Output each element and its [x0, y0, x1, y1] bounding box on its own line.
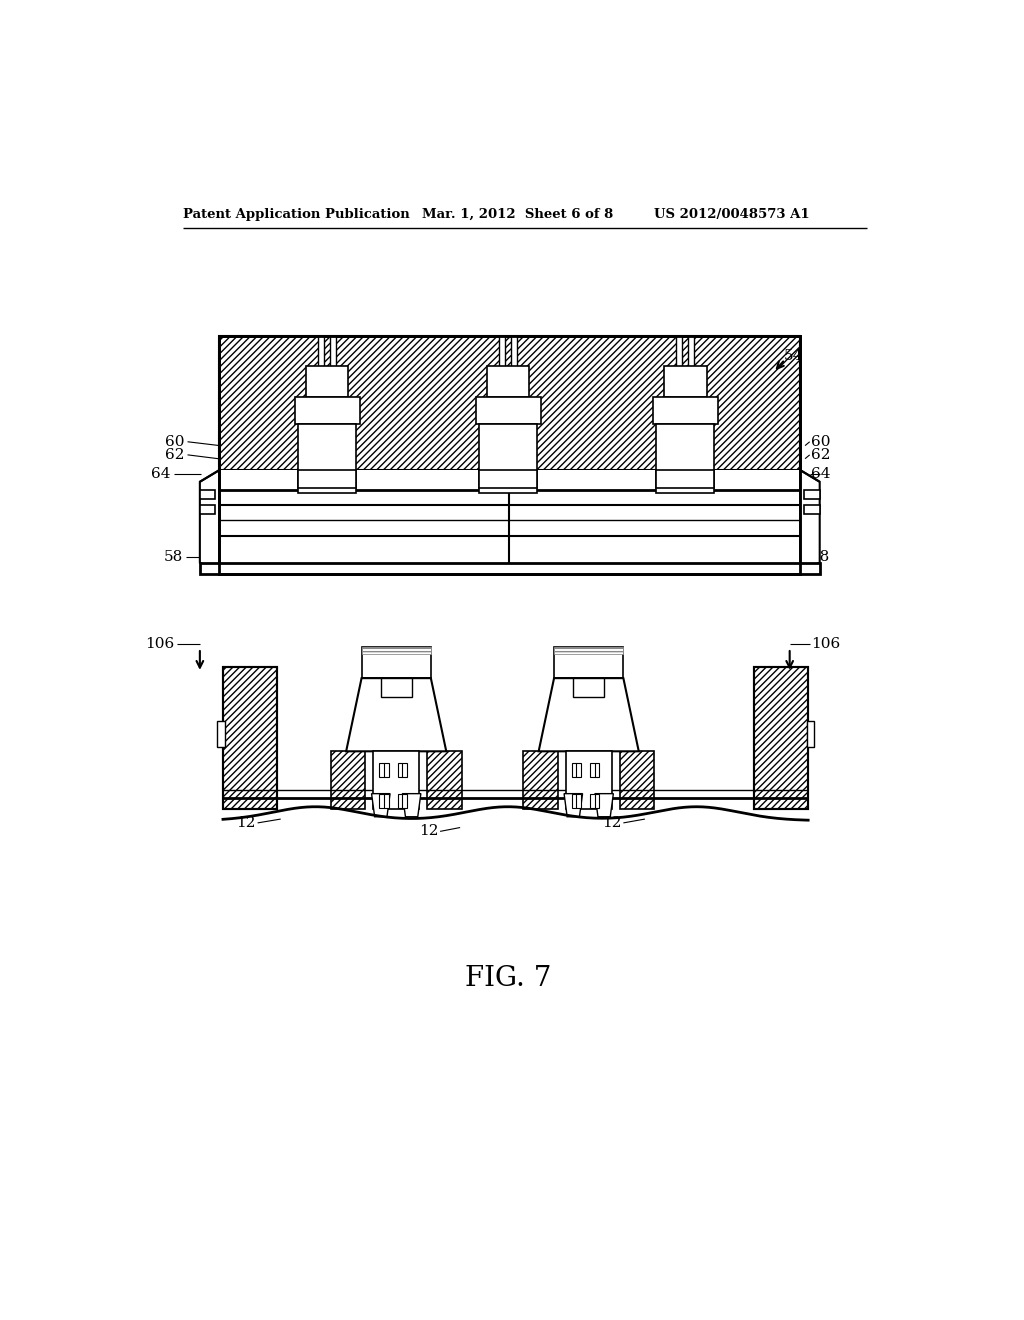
Bar: [200, 490, 215, 499]
Bar: [554, 647, 624, 653]
Text: 58: 58: [164, 550, 183, 564]
Bar: [219, 335, 801, 574]
Bar: [295, 397, 360, 424]
Bar: [373, 751, 419, 809]
Bar: [361, 647, 431, 653]
Bar: [499, 335, 505, 370]
Bar: [306, 367, 348, 397]
Text: 60: 60: [811, 434, 830, 449]
Bar: [511, 335, 517, 370]
Bar: [223, 667, 276, 809]
Bar: [804, 506, 819, 515]
Bar: [331, 751, 366, 809]
Text: Patent Application Publication: Patent Application Publication: [183, 209, 410, 222]
Bar: [381, 678, 412, 697]
Polygon shape: [346, 678, 446, 751]
Bar: [200, 470, 819, 574]
Bar: [478, 470, 538, 488]
Polygon shape: [223, 667, 276, 809]
Bar: [379, 793, 388, 808]
Text: 106: 106: [145, 636, 174, 651]
Bar: [479, 424, 538, 494]
Bar: [620, 751, 654, 809]
Text: 12: 12: [237, 816, 256, 830]
Text: 12: 12: [602, 816, 622, 830]
Polygon shape: [595, 793, 613, 817]
Bar: [676, 335, 682, 370]
Bar: [807, 721, 814, 747]
Polygon shape: [200, 470, 219, 574]
Bar: [755, 667, 808, 809]
Bar: [397, 793, 407, 808]
Bar: [379, 763, 388, 776]
Polygon shape: [755, 667, 808, 809]
Text: FIG. 7: FIG. 7: [465, 965, 551, 991]
Bar: [427, 751, 462, 809]
Bar: [665, 367, 707, 397]
Bar: [361, 647, 431, 678]
Text: Mar. 1, 2012  Sheet 6 of 8: Mar. 1, 2012 Sheet 6 of 8: [422, 209, 613, 222]
Bar: [219, 335, 801, 470]
Polygon shape: [539, 678, 639, 751]
Text: 64: 64: [152, 467, 171, 480]
Bar: [804, 490, 819, 499]
Bar: [590, 793, 599, 808]
Bar: [565, 751, 611, 809]
Bar: [219, 470, 801, 574]
Text: 60: 60: [165, 434, 184, 449]
Bar: [330, 335, 336, 370]
Bar: [298, 470, 356, 488]
Bar: [523, 751, 558, 809]
Polygon shape: [402, 793, 421, 817]
Polygon shape: [564, 793, 583, 817]
Text: US 2012/0048573 A1: US 2012/0048573 A1: [654, 209, 810, 222]
Bar: [217, 721, 224, 747]
Polygon shape: [372, 793, 390, 817]
Bar: [487, 367, 529, 397]
Polygon shape: [801, 470, 819, 574]
Bar: [219, 335, 801, 574]
Bar: [688, 335, 694, 370]
Text: 64: 64: [811, 467, 830, 480]
Text: 106: 106: [811, 636, 841, 651]
Bar: [200, 562, 819, 574]
Bar: [656, 424, 714, 494]
Bar: [200, 506, 215, 515]
Text: 62: 62: [811, 447, 830, 462]
Bar: [571, 793, 581, 808]
Bar: [655, 470, 714, 488]
Text: 62: 62: [165, 447, 184, 462]
Text: 12: 12: [419, 825, 438, 838]
Text: 58: 58: [811, 550, 830, 564]
Bar: [652, 397, 718, 424]
Bar: [317, 335, 324, 370]
Bar: [590, 763, 599, 776]
Bar: [571, 763, 581, 776]
Bar: [573, 678, 604, 697]
Text: 54: 54: [783, 348, 803, 363]
Bar: [397, 763, 407, 776]
Bar: [475, 397, 541, 424]
Bar: [298, 424, 356, 494]
Bar: [554, 647, 624, 678]
